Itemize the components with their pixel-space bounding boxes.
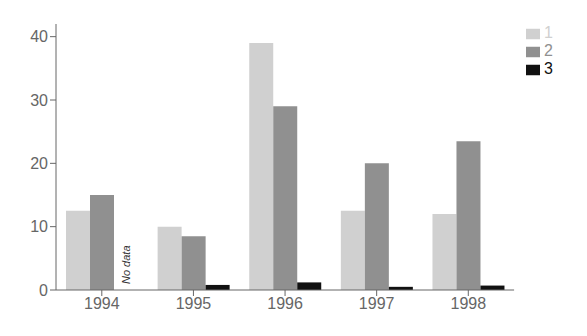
svg-text:1998: 1998 bbox=[450, 295, 486, 312]
svg-text:1994: 1994 bbox=[84, 295, 120, 312]
svg-text:No data: No data bbox=[120, 245, 132, 284]
svg-text:40: 40 bbox=[30, 28, 48, 45]
svg-text:1996: 1996 bbox=[267, 295, 303, 312]
svg-text:0: 0 bbox=[39, 282, 48, 299]
svg-text:30: 30 bbox=[30, 92, 48, 109]
svg-text:20: 20 bbox=[30, 155, 48, 172]
html-text:2: 2 bbox=[544, 42, 553, 59]
svg-text:10: 10 bbox=[30, 218, 48, 235]
html-text:1: 1 bbox=[544, 24, 553, 41]
svg-text:1997: 1997 bbox=[359, 295, 395, 312]
svg-text:1995: 1995 bbox=[176, 295, 212, 312]
html-text:3: 3 bbox=[544, 60, 553, 77]
